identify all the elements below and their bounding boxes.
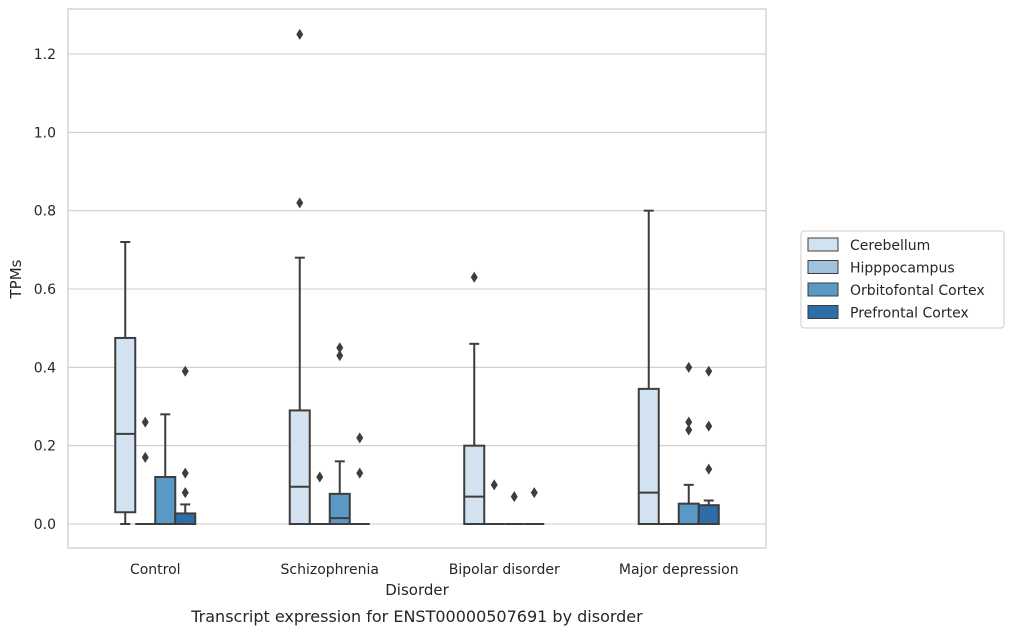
outlier-point bbox=[356, 432, 364, 444]
outlier-point bbox=[296, 28, 304, 40]
box-prefrontal-cortex bbox=[349, 432, 370, 525]
box-groups bbox=[114, 28, 720, 526]
box-hipppocampus bbox=[309, 471, 330, 525]
box-body bbox=[114, 336, 137, 514]
y-tick-label: 0.4 bbox=[34, 360, 56, 376]
y-tick-label: 1.2 bbox=[34, 47, 56, 63]
outlier-point bbox=[510, 491, 518, 503]
x-tick-label: Schizophrenia bbox=[281, 562, 379, 578]
box-prefrontal-cortex bbox=[524, 487, 545, 525]
legend: Cerebellum Hipppocampus Orbitofontal Corte… bbox=[800, 230, 1005, 329]
plot-frame bbox=[67, 8, 767, 549]
y-tick-label: 0.2 bbox=[34, 439, 56, 455]
legend-label: Cerebellum bbox=[850, 238, 930, 254]
y-axis-title: TPMs bbox=[7, 259, 25, 299]
x-tick-labels: Control Schizophrenia Bipolar disorder Majo… bbox=[130, 562, 739, 578]
outlier-point bbox=[530, 487, 538, 499]
outlier-point bbox=[296, 197, 304, 209]
box-orbitofontal-cortex bbox=[677, 361, 700, 525]
outlier-point bbox=[705, 463, 713, 475]
legend-frame bbox=[800, 230, 1005, 329]
y-tick-label: 1.0 bbox=[34, 125, 56, 141]
box-body bbox=[288, 409, 311, 525]
outlier-point bbox=[705, 420, 713, 432]
x-tick-label: Major depression bbox=[619, 562, 739, 578]
outlier-point bbox=[141, 416, 149, 428]
outlier-point bbox=[181, 467, 189, 479]
legend-swatch bbox=[807, 237, 839, 252]
outlier-point bbox=[705, 365, 713, 377]
y-tick-label: 0.6 bbox=[34, 282, 56, 298]
box-cerebellum bbox=[114, 241, 137, 525]
legend-swatch bbox=[807, 305, 839, 319]
box-orbitofontal-cortex bbox=[154, 413, 177, 525]
outlier-point bbox=[336, 342, 344, 354]
box-body bbox=[154, 476, 177, 525]
box-orbitofontal-cortex bbox=[328, 342, 351, 526]
chart-caption: Transcript expression for ENST0000050769… bbox=[190, 607, 643, 626]
outlier-point bbox=[181, 365, 189, 377]
box-prefrontal-cortex bbox=[697, 365, 720, 526]
y-tick-label: 0.8 bbox=[34, 204, 56, 220]
x-tick-label: Bipolar disorder bbox=[449, 562, 560, 578]
box-orbitofontal-cortex bbox=[504, 491, 525, 525]
box-cerebellum bbox=[463, 271, 486, 525]
box-cerebellum bbox=[288, 28, 311, 525]
outlier-point bbox=[685, 416, 693, 428]
outlier-point bbox=[316, 471, 324, 483]
box-body bbox=[677, 502, 700, 525]
x-axis-title: Disorder bbox=[385, 581, 449, 599]
outlier-point bbox=[490, 479, 498, 491]
outlier-point bbox=[336, 350, 344, 362]
box-prefrontal-cortex bbox=[174, 365, 197, 525]
outlier-point bbox=[356, 467, 364, 479]
outlier-point bbox=[685, 424, 693, 436]
x-tick-label: Control bbox=[130, 562, 181, 578]
box-body bbox=[328, 492, 351, 526]
legend-label: Orbitofontal Cortex bbox=[850, 283, 985, 299]
outlier-point bbox=[470, 271, 478, 283]
box-body bbox=[174, 512, 197, 525]
box-cerebellum bbox=[637, 209, 660, 525]
outlier-point bbox=[141, 451, 149, 463]
box-body bbox=[463, 444, 486, 525]
box-body bbox=[637, 387, 660, 525]
box-hipppocampus bbox=[484, 479, 505, 525]
y-tick-labels: 0.0 0.2 0.4 0.6 0.8 1.0 1.2 bbox=[34, 47, 56, 533]
legend-label: Hipppocampus bbox=[850, 261, 955, 277]
outlier-point bbox=[685, 361, 693, 373]
box-body bbox=[697, 504, 720, 526]
legend-swatch bbox=[807, 282, 839, 297]
legend-swatch bbox=[807, 260, 839, 274]
legend-label: Prefrontal Cortex bbox=[850, 306, 969, 322]
y-tick-label: 0.0 bbox=[34, 517, 56, 533]
box-hipppocampus bbox=[135, 416, 156, 525]
outlier-point bbox=[181, 487, 189, 499]
